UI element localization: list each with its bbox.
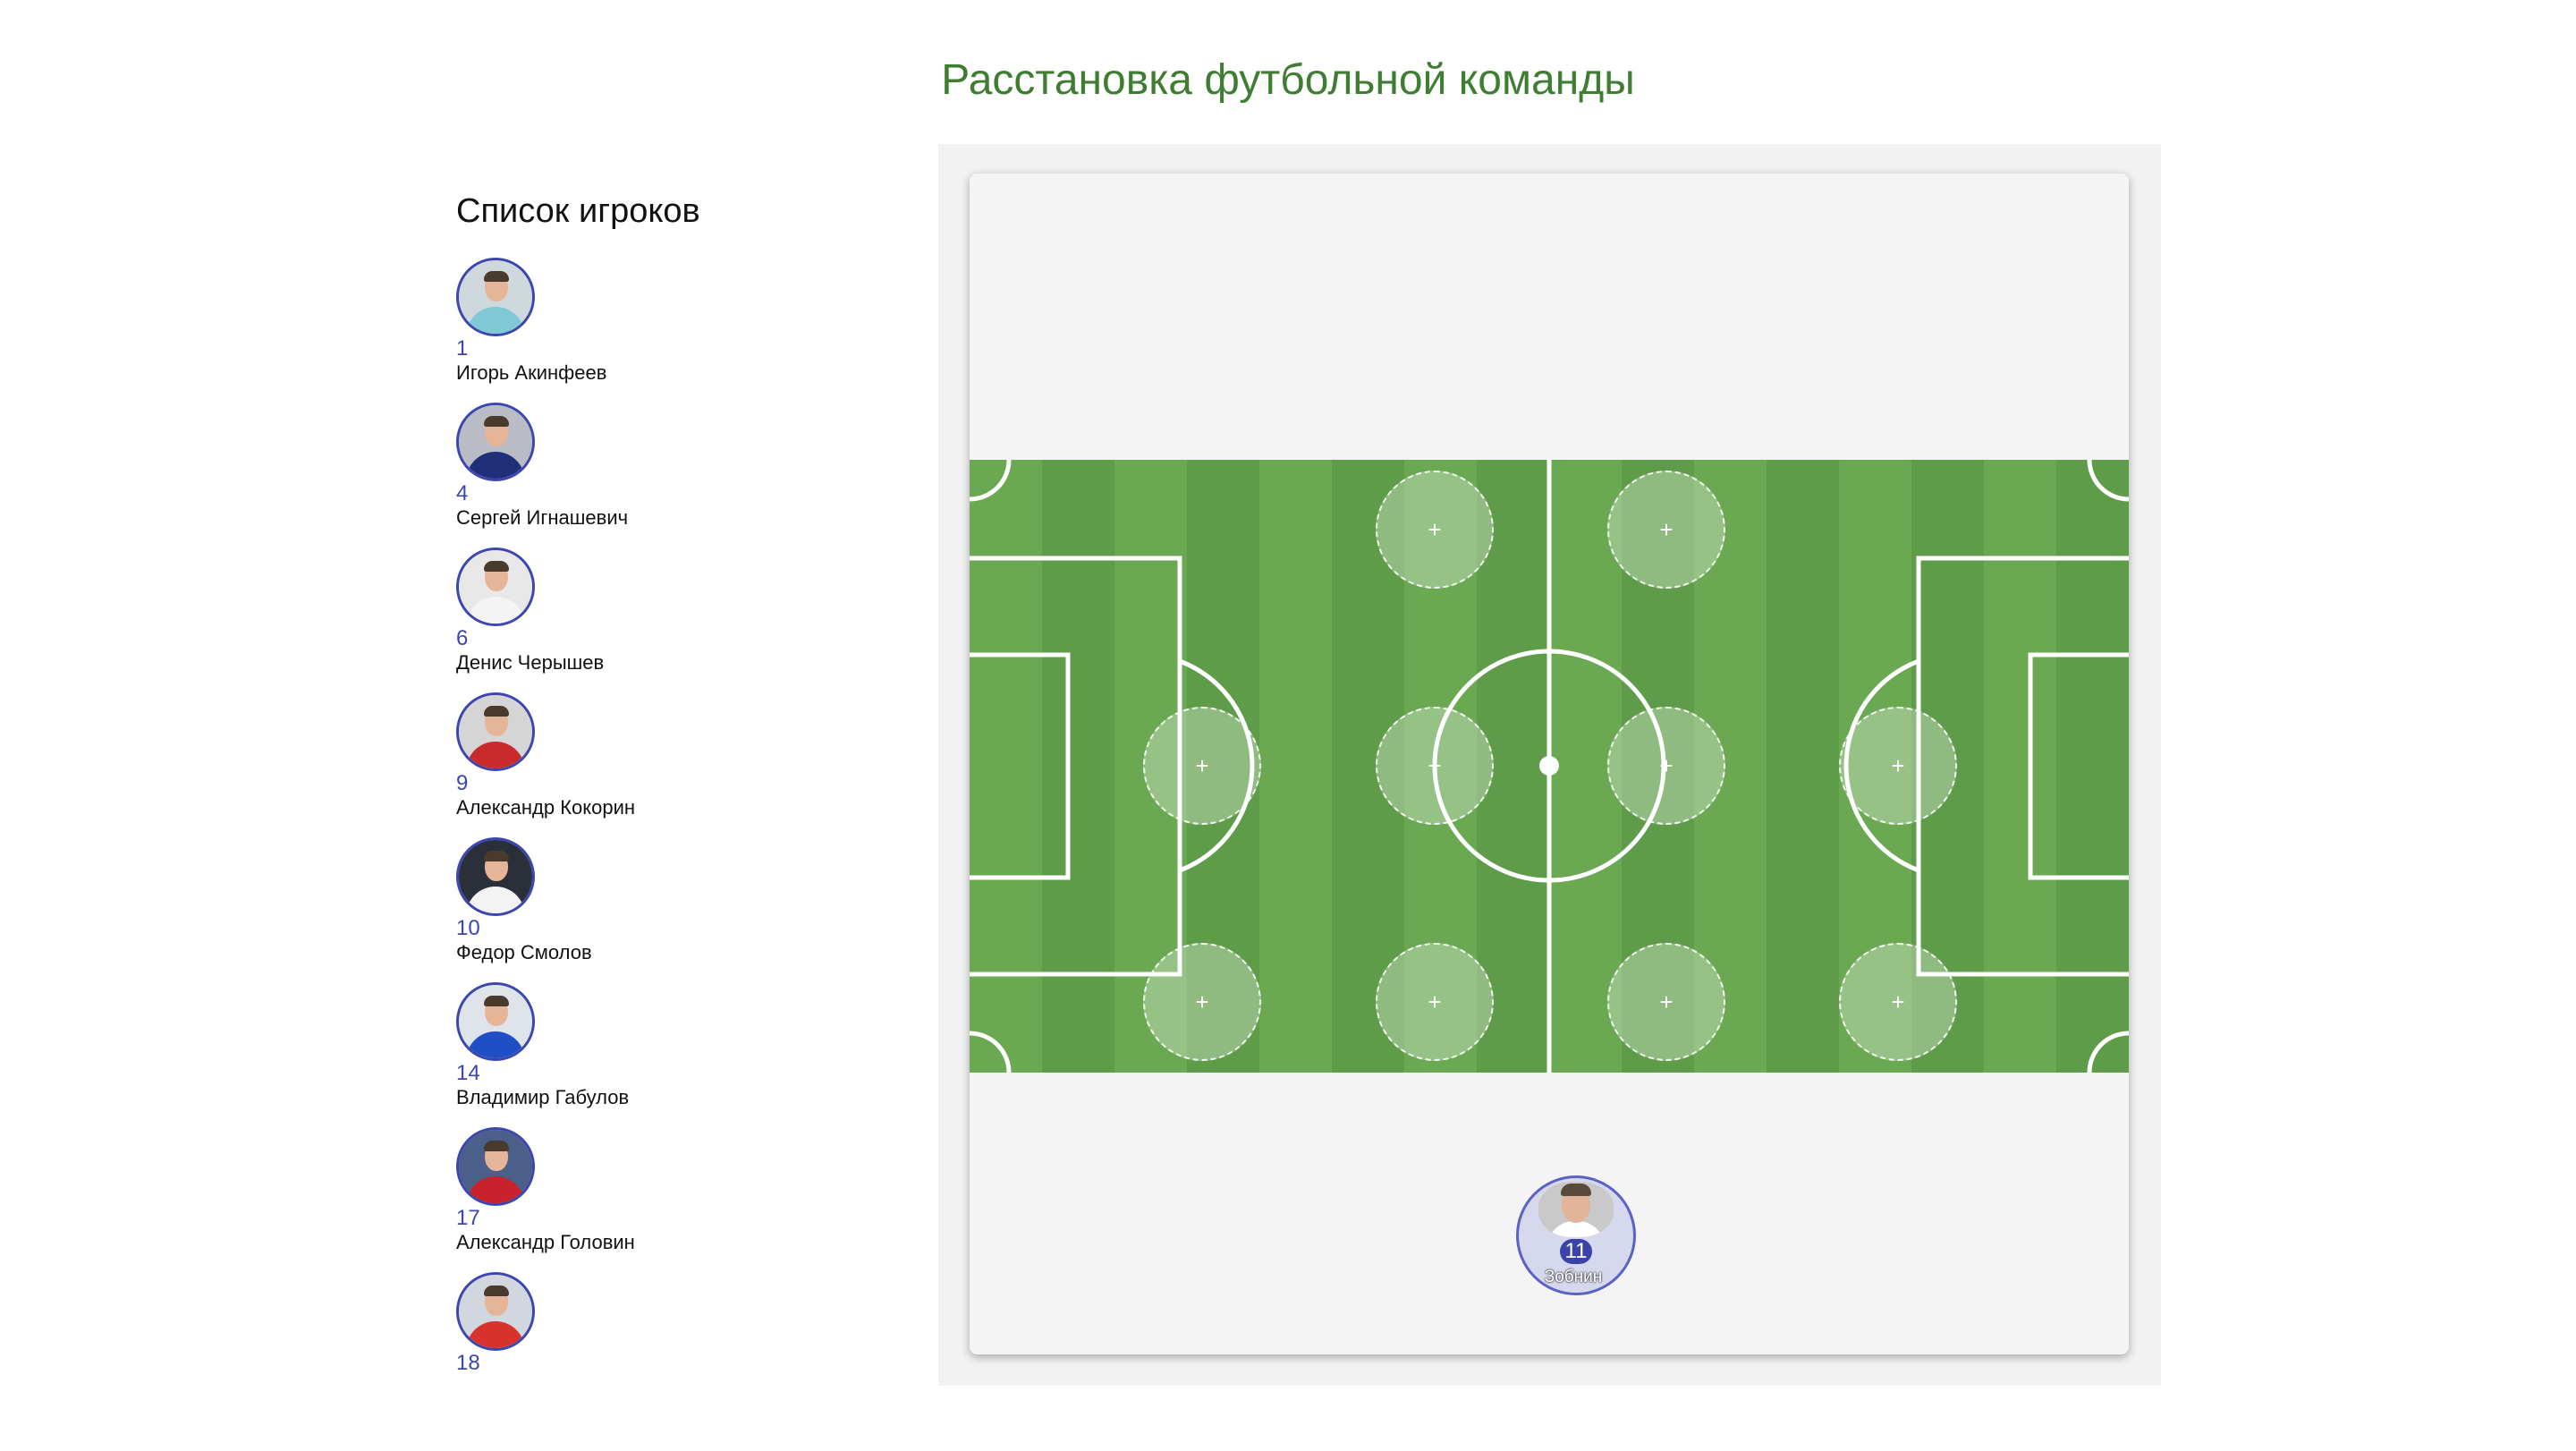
list-item[interactable]: 1 Игорь Акинфеев [456, 258, 886, 403]
list-item[interactable]: 6 Денис Черышев [456, 547, 886, 692]
plus-icon: + [1428, 516, 1442, 543]
player-avatar[interactable] [456, 403, 535, 481]
player-name: Игорь Акинфеев [456, 361, 607, 384]
player-number: 9 [456, 771, 469, 795]
page-title: Расстановка футбольной команды [941, 56, 1635, 104]
player-name: Федор Смолов [456, 941, 592, 963]
player-avatar[interactable] [456, 1272, 535, 1351]
plus-icon: + [1659, 516, 1674, 543]
player-avatar[interactable] [456, 837, 535, 916]
plus-icon: + [1659, 752, 1674, 779]
field-container: + + + + + + + + + + 11 Зобнин [938, 144, 2161, 1386]
formation-slot[interactable]: + [1607, 471, 1725, 589]
formation-slot[interactable]: + [1839, 943, 1957, 1061]
plus-icon: + [1891, 989, 1905, 1015]
player-avatar[interactable] [456, 1127, 535, 1206]
player-number: 17 [456, 1206, 480, 1230]
player-avatar[interactable] [456, 547, 535, 626]
player-name: Сергей Игнашевич [456, 506, 629, 529]
plus-icon: + [1195, 752, 1209, 779]
plus-icon: + [1659, 989, 1674, 1015]
field-card: + + + + + + + + + + 11 Зобнин [970, 174, 2129, 1354]
bench-player-token[interactable]: 11 Зобнин [1516, 1175, 1636, 1295]
list-item[interactable]: 4 Сергей Игнашевич [456, 403, 886, 547]
player-name: Денис Черышев [456, 651, 605, 674]
player-number: 18 [456, 1351, 480, 1375]
player-avatar[interactable] [456, 982, 535, 1061]
formation-slot[interactable]: + [1376, 943, 1494, 1061]
formation-slot[interactable]: + [1607, 943, 1725, 1061]
player-avatar[interactable] [456, 692, 535, 771]
plus-icon: + [1428, 752, 1442, 779]
formation-slot[interactable]: + [1143, 943, 1261, 1061]
football-pitch: + + + + + + + + + + [970, 460, 2129, 1073]
list-item[interactable]: 10 Федор Смолов [456, 837, 886, 982]
player-number: 4 [456, 481, 469, 505]
list-item[interactable]: 9 Александр Кокорин [456, 692, 886, 837]
player-number: 1 [456, 336, 469, 361]
list-item[interactable]: 14 Владимир Габулов [456, 982, 886, 1127]
plus-icon: + [1428, 989, 1442, 1015]
player-number: 6 [456, 626, 469, 650]
player-photo [1538, 1182, 1614, 1237]
player-avatar[interactable] [456, 258, 535, 336]
plus-icon: + [1891, 752, 1905, 779]
formation-slot[interactable]: + [1143, 707, 1261, 825]
player-name: Александр Кокорин [456, 796, 636, 819]
player-name: Владимир Габулов [456, 1086, 630, 1108]
player-list: Список игроков 1 Игорь Акинфеев 4 Сергей Иг… [456, 192, 886, 1417]
formation-slot[interactable]: + [1839, 707, 1957, 825]
player-list-heading: Список игроков [456, 192, 700, 230]
list-item[interactable]: 18 [456, 1272, 886, 1417]
formation-slot[interactable]: + [1376, 707, 1494, 825]
plus-icon: + [1195, 989, 1209, 1015]
player-name: Александр Головин [456, 1231, 635, 1253]
player-name: Зобнин [1544, 1268, 1603, 1286]
player-number: 10 [456, 916, 480, 940]
player-number: 14 [456, 1061, 480, 1085]
list-item[interactable]: 17 Александр Головин [456, 1127, 886, 1272]
player-number-badge: 11 [1560, 1239, 1592, 1264]
formation-slot[interactable]: + [1607, 707, 1725, 825]
formation-slot[interactable]: + [1376, 471, 1494, 589]
